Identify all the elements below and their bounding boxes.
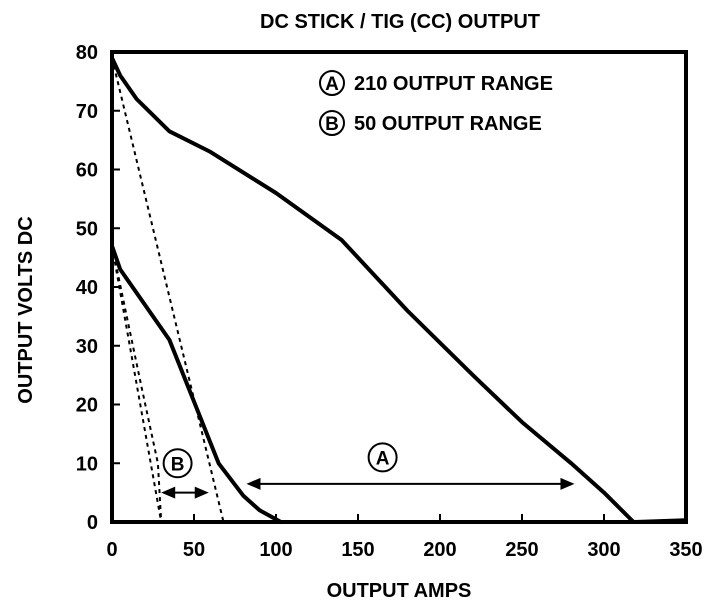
y-axis-ticks: 0 10 20 30 40 50 60 70 80 [76,42,120,534]
x-tick-label: 300 [587,539,620,561]
x-tick-label: 350 [669,539,702,561]
legend-item-a: A 210 OUTPUT RANGE [319,70,553,96]
legend: A 210 OUTPUT RANGE B 50 OUTPUT RANGE [319,70,553,136]
x-tick-label: 0 [106,539,117,561]
range-arrowhead-left-a [246,477,261,490]
legend-label-a: 210 OUTPUT RANGE [354,73,553,95]
dashed-load-line [111,245,163,523]
y-tick-label: 40 [76,277,98,299]
output-curve [110,243,283,524]
y-tick-label: 50 [76,218,98,240]
dashed-load-line [111,245,163,523]
y-tick-label: 80 [76,42,98,64]
range-arrowhead-right-a [560,477,575,490]
range-label-letter-b: B [171,454,185,475]
range-label-circle-a [367,442,398,473]
y-tick-label: 70 [76,101,98,123]
range-arrowhead-right-b [194,486,209,499]
y-tick-label: 60 [76,160,98,182]
x-tick-label: 250 [505,539,538,561]
legend-letter-b: B [325,114,339,135]
chart-title: DC STICK / TIG (CC) OUTPUT [260,11,540,33]
legend-letter-a: A [325,74,339,95]
series-layer [110,55,688,524]
range-label-letter-a: A [376,448,390,469]
y-tick-label: 0 [87,512,98,534]
y-tick-label: 30 [76,336,98,358]
output-curve [110,55,688,524]
x-axis-label: OUTPUT AMPS [327,580,472,602]
y-tick-label: 20 [76,395,98,417]
x-tick-label: 200 [423,539,456,561]
x-axis-ticks: 0 50 100 150 200 250 300 350 [106,514,703,561]
legend-marker-a [319,70,345,96]
range-arrowhead-left-b [161,486,176,499]
y-tick-label: 10 [76,453,98,475]
y-axis-label: OUTPUT VOLTS DC [15,216,37,403]
x-tick-label: 100 [259,539,292,561]
legend-marker-b [319,110,345,136]
x-tick-label: 150 [341,539,374,561]
annotation-layer: AB [161,442,575,499]
x-tick-label: 50 [183,539,205,561]
legend-label-b: 50 OUTPUT RANGE [354,113,542,135]
range-label-circle-b [162,448,193,479]
legend-item-b: B 50 OUTPUT RANGE [319,110,542,136]
